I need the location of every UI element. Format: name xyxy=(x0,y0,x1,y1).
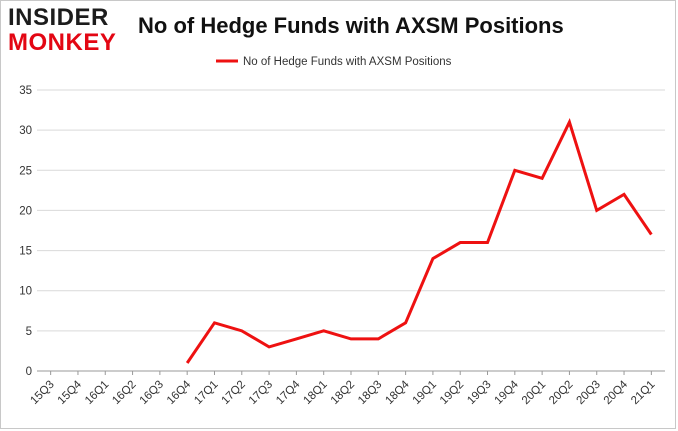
x-tick-label: 18Q3 xyxy=(356,379,384,407)
x-tick-label: 20Q2 xyxy=(547,379,575,407)
x-tick-label: 15Q3 xyxy=(28,379,56,407)
x-axis: 15Q315Q416Q116Q216Q316Q417Q117Q217Q317Q4… xyxy=(28,371,657,407)
x-tick-label: 18Q2 xyxy=(329,379,357,407)
x-tick-label: 19Q3 xyxy=(465,379,493,407)
y-tick-label: 0 xyxy=(26,366,32,378)
x-tick-label: 19Q1 xyxy=(411,379,439,407)
chart-title: No of Hedge Funds with AXSM Positions xyxy=(138,13,564,38)
x-tick-label: 20Q4 xyxy=(602,378,631,407)
logo-line-1: INSIDER xyxy=(8,4,109,31)
series-line xyxy=(185,118,653,364)
y-tick-label: 10 xyxy=(19,286,32,298)
y-tick-label: 35 xyxy=(19,85,32,97)
x-tick-label: 20Q3 xyxy=(574,379,602,407)
x-tick-label: 17Q4 xyxy=(274,378,303,407)
y-tick-label: 25 xyxy=(19,165,32,177)
y-axis: 0 5 10 15 20 25 30 35 xyxy=(19,85,32,378)
series-layer xyxy=(185,118,653,364)
y-tick-label: 15 xyxy=(19,246,32,258)
logo-line-2: MONKEY xyxy=(8,29,117,56)
y-tick-label: 5 xyxy=(26,326,32,338)
legend-label: No of Hedge Funds with AXSM Positions xyxy=(243,56,452,68)
x-tick-label: 17Q1 xyxy=(192,379,220,407)
x-tick-label: 17Q3 xyxy=(247,379,275,407)
gridlines xyxy=(37,89,665,372)
x-tick-label: 16Q4 xyxy=(165,378,194,407)
x-tick-label: 17Q2 xyxy=(220,379,248,407)
x-tick-label: 21Q1 xyxy=(629,379,657,407)
x-tick-label: 20Q1 xyxy=(520,379,548,407)
x-tick-label: 19Q2 xyxy=(438,379,466,407)
insider-monkey-logo: INSIDER MONKEY xyxy=(8,6,126,58)
y-tick-label: 20 xyxy=(19,205,32,217)
x-tick-label: 18Q1 xyxy=(301,379,329,407)
x-tick-label: 16Q2 xyxy=(110,379,138,407)
x-tick-label: 19Q4 xyxy=(493,378,522,407)
y-tick-label: 30 xyxy=(19,125,32,137)
x-tick-label: 16Q1 xyxy=(83,379,111,407)
legend: No of Hedge Funds with AXSM Positions xyxy=(216,56,452,68)
x-tick-label: 15Q4 xyxy=(56,378,85,407)
x-tick-label: 18Q4 xyxy=(383,378,412,407)
x-tick-label: 16Q3 xyxy=(138,379,166,407)
